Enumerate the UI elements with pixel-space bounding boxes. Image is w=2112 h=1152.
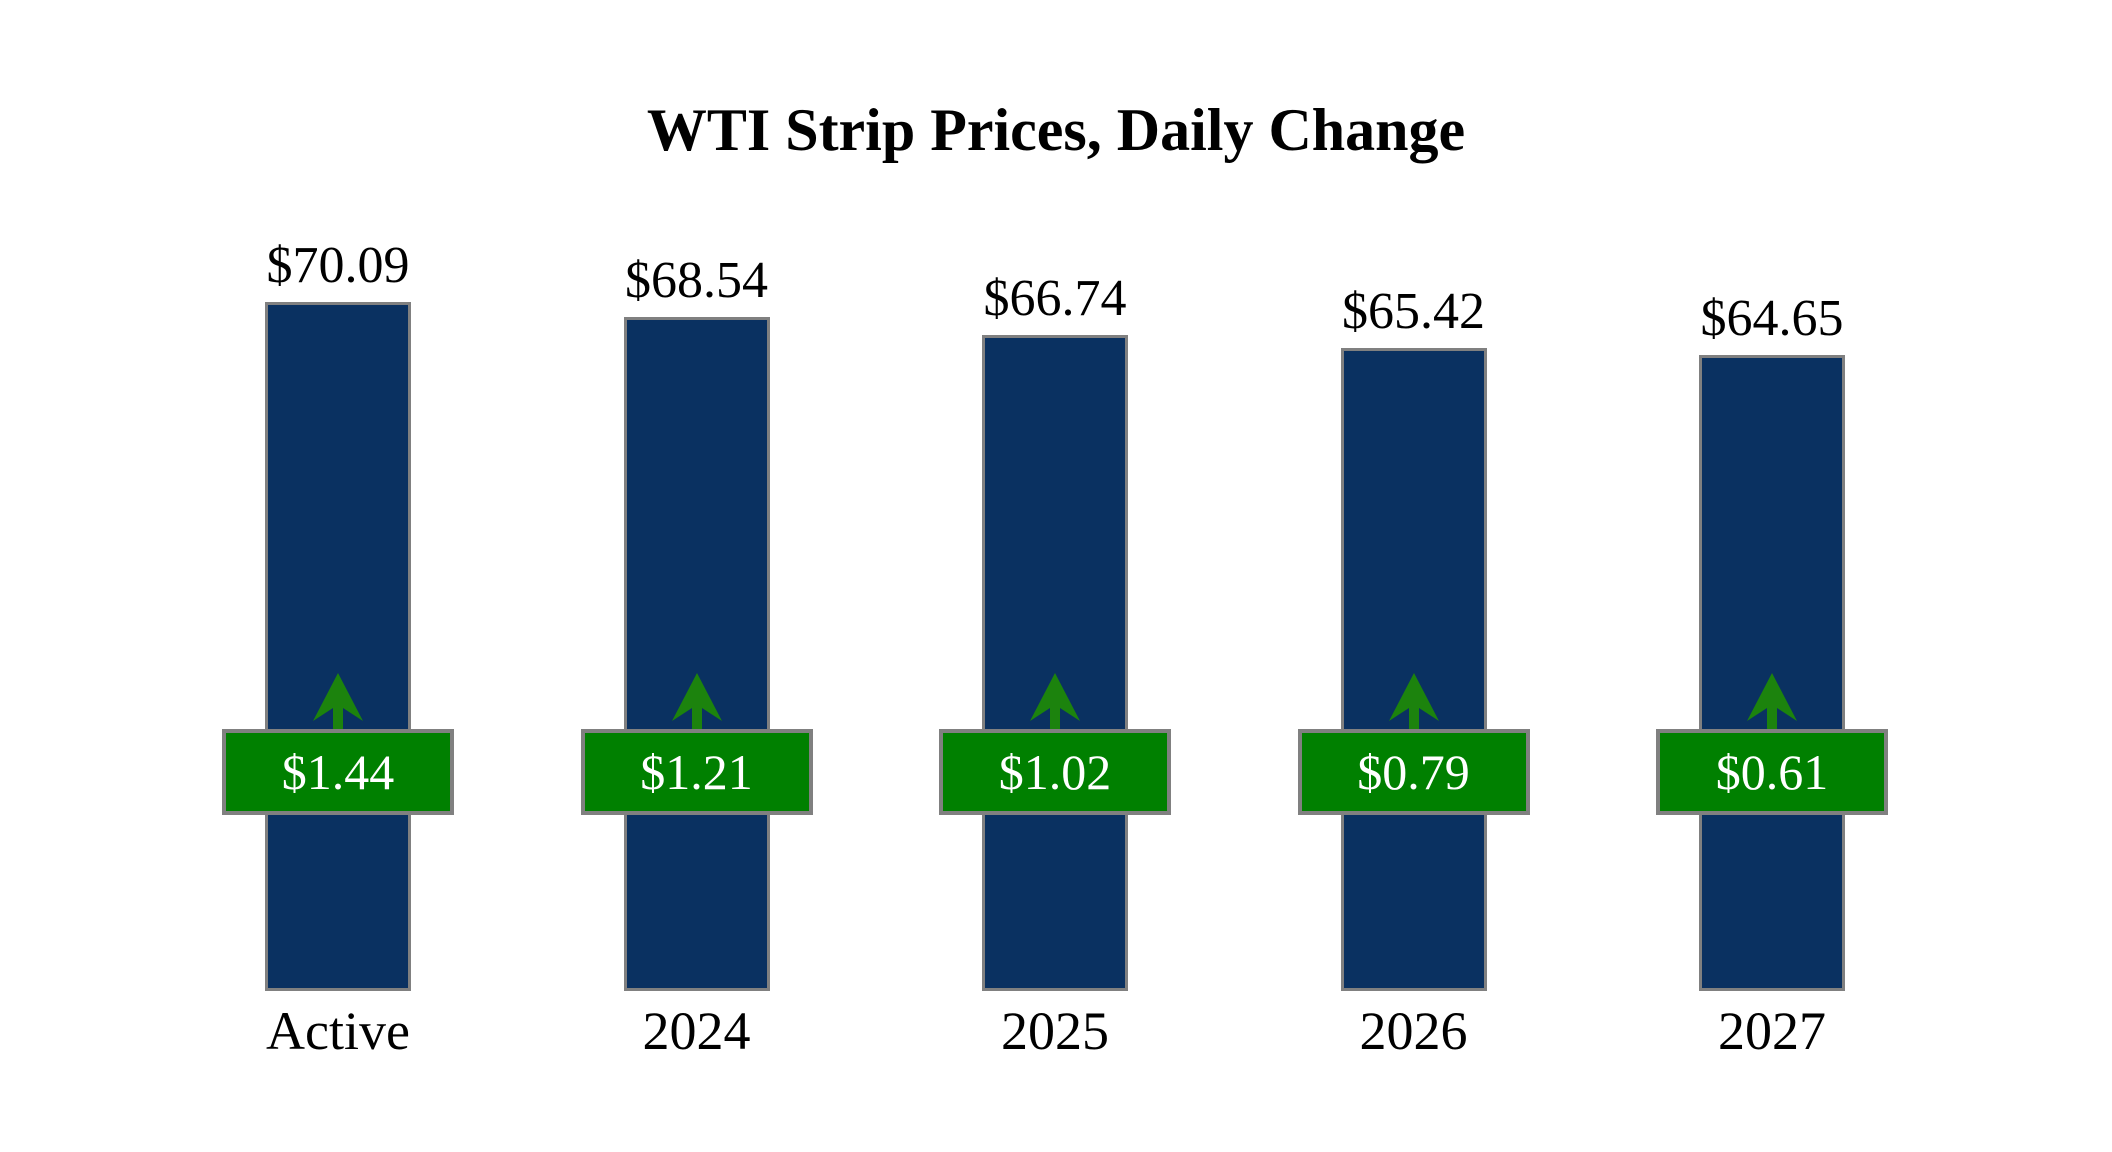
bar (1340, 348, 1487, 991)
category-label: 2026 (1359, 1001, 1468, 1061)
category-label: 2027 (1718, 1001, 1826, 1061)
price-label: $65.42 (1342, 283, 1485, 340)
up-arrow-icon (1030, 673, 1080, 731)
change-badge: $0.61 (1656, 729, 1888, 815)
change-badge: $1.21 (580, 729, 813, 815)
bar (623, 317, 770, 991)
category-label: 2024 (642, 1001, 751, 1061)
category-label: 2025 (1001, 1001, 1109, 1061)
change-value: $1.44 (281, 744, 395, 800)
bar (982, 335, 1128, 991)
bar (265, 302, 411, 991)
up-arrow-icon (313, 673, 363, 731)
change-value: $1.21 (640, 744, 753, 800)
change-badge: $0.79 (1297, 729, 1530, 815)
up-arrow-icon (1388, 673, 1439, 731)
change-badge: $1.02 (939, 729, 1171, 815)
change-value: $0.79 (1357, 744, 1470, 800)
up-arrow-icon (1747, 673, 1797, 731)
change-value: $1.02 (998, 744, 1112, 800)
price-label: $68.54 (625, 252, 768, 309)
price-label: $70.09 (266, 237, 410, 294)
price-label: $64.65 (1700, 290, 1844, 347)
change-value: $0.61 (1715, 744, 1829, 800)
price-label: $66.74 (983, 270, 1127, 327)
category-label: Active (266, 1001, 410, 1061)
up-arrow-icon (671, 673, 722, 731)
change-badge: $1.44 (222, 729, 454, 815)
chart-title: WTI Strip Prices, Daily Change (646, 97, 1466, 163)
